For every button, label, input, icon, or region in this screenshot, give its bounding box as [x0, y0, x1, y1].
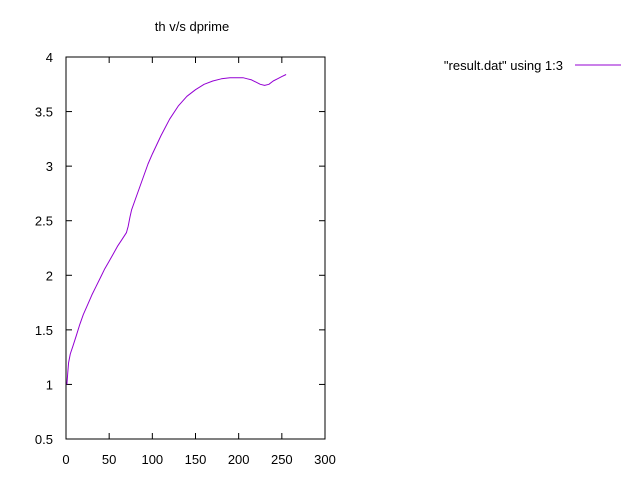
x-axis-ticks: 0 50 100 150 200 250 300 — [62, 57, 336, 467]
plot-frame — [65, 56, 326, 440]
y-tick-label: 2.5 — [35, 214, 53, 229]
series-layer — [66, 74, 287, 385]
y-tick-label: 0.5 — [35, 432, 53, 447]
x-tick-label: 250 — [271, 452, 293, 467]
x-tick-label: 50 — [102, 452, 116, 467]
y-tick-label: 4 — [46, 50, 53, 65]
x-tick-label: 300 — [314, 452, 336, 467]
x-tick-label: 0 — [62, 452, 69, 467]
y-tick-label: 3 — [46, 159, 53, 174]
chart-title: th v/s dprime — [155, 19, 229, 34]
legend: "result.dat" using 1:3 — [444, 58, 621, 73]
series-line — [66, 74, 287, 385]
legend-label: "result.dat" using 1:3 — [444, 58, 563, 73]
y-axis-ticks: 0.5 1 1.5 2 2.5 3 3.5 4 — [35, 50, 325, 447]
x-tick-label: 200 — [228, 452, 250, 467]
x-tick-label: 150 — [185, 452, 207, 467]
y-tick-label: 2 — [46, 268, 53, 283]
x-tick-label: 100 — [141, 452, 163, 467]
y-tick-label: 3.5 — [35, 105, 53, 120]
y-tick-label: 1 — [46, 377, 53, 392]
y-tick-label: 1.5 — [35, 323, 53, 338]
